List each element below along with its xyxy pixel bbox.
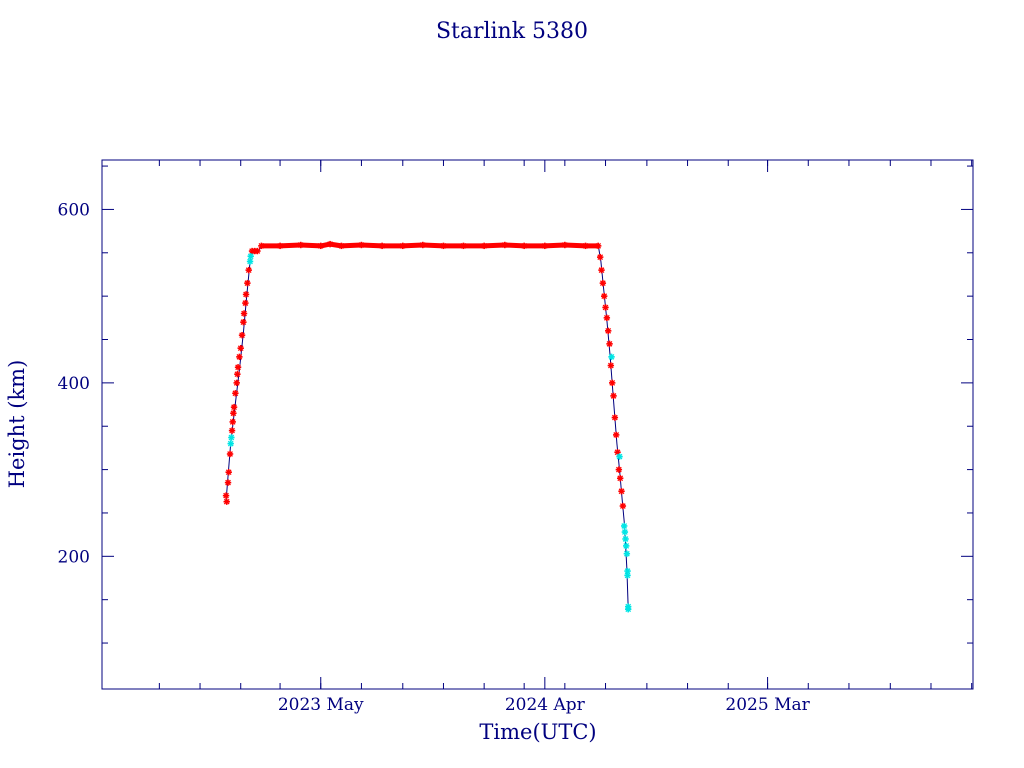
axis-ticks <box>102 160 973 689</box>
data-point <box>230 403 238 411</box>
plot-frame <box>101 159 974 690</box>
data-point <box>608 379 616 387</box>
data-point <box>624 572 631 579</box>
data-point <box>460 242 467 250</box>
chart-title: Starlink 5380 <box>436 19 588 44</box>
data-point <box>619 502 627 510</box>
data-point <box>338 242 345 250</box>
data-point <box>238 331 246 339</box>
x-tick-label: 2024 Apr <box>505 695 586 715</box>
data-point <box>610 392 617 400</box>
data-point <box>625 606 632 613</box>
data-point <box>236 353 243 361</box>
y-axis-label: Height (km) <box>5 360 29 489</box>
data-point <box>326 240 334 248</box>
data-point <box>602 304 609 311</box>
data-point <box>317 242 324 250</box>
data-point <box>226 450 234 458</box>
plot-area <box>222 240 632 613</box>
data-point <box>245 266 252 274</box>
data-point <box>582 242 589 250</box>
data-point <box>297 241 304 249</box>
data-point <box>254 247 261 255</box>
data-point <box>276 242 284 250</box>
data-point <box>358 241 365 249</box>
data-point <box>616 453 623 460</box>
data-point <box>233 379 240 387</box>
data-point <box>222 492 230 499</box>
data-point <box>598 266 605 274</box>
data-point <box>399 242 406 250</box>
data-point <box>608 353 615 361</box>
data-point <box>612 431 620 439</box>
x-axis-label: Time(UTC) <box>479 720 596 744</box>
data-point <box>611 414 619 421</box>
data-point <box>594 242 602 250</box>
y-tick-label: 400 <box>58 374 90 394</box>
data-point <box>234 371 241 378</box>
data-point <box>232 390 239 397</box>
data-point <box>520 242 528 250</box>
data-point <box>603 314 611 322</box>
data-point <box>244 279 251 287</box>
series-line <box>225 244 629 609</box>
data-point <box>621 528 629 536</box>
data-point <box>607 362 615 369</box>
data-point <box>224 479 232 486</box>
data-point <box>501 241 509 249</box>
data-point <box>622 535 629 543</box>
data-point <box>223 498 230 505</box>
data-point <box>230 410 237 417</box>
x-tick-label: 2025 Mar <box>725 695 810 715</box>
data-point <box>419 241 426 249</box>
data-point <box>623 542 630 550</box>
plot-border <box>101 159 974 690</box>
data-point <box>227 440 234 447</box>
data-point <box>240 310 248 317</box>
y-tick-label: 200 <box>58 547 90 567</box>
data-point <box>600 292 608 300</box>
tick-labels: 200 400 600 2023 May 2024 Apr 2025 Mar <box>58 200 811 715</box>
data-point <box>225 468 232 476</box>
data-point <box>615 466 623 473</box>
data-point <box>234 364 242 371</box>
data-point <box>606 340 613 348</box>
data-point <box>616 475 624 482</box>
data-point <box>561 241 569 249</box>
data-point <box>378 242 386 250</box>
data-point <box>599 279 607 287</box>
data-point <box>620 522 628 530</box>
y-tick-label: 600 <box>58 200 90 220</box>
data-point <box>228 427 236 434</box>
data-point <box>596 253 604 261</box>
data-point <box>242 291 250 298</box>
data-point <box>480 242 488 250</box>
data-point <box>541 242 549 250</box>
data-point <box>242 299 249 307</box>
data-point <box>618 488 625 495</box>
data-point <box>247 253 254 260</box>
data-point <box>237 344 244 352</box>
data-point <box>228 434 235 441</box>
x-tick-label: 2023 May <box>278 695 364 715</box>
data-point <box>229 418 236 426</box>
data-point <box>623 550 631 557</box>
data-point <box>258 242 265 250</box>
data-point <box>604 327 612 335</box>
data-point <box>240 318 247 326</box>
data-point <box>440 242 447 250</box>
